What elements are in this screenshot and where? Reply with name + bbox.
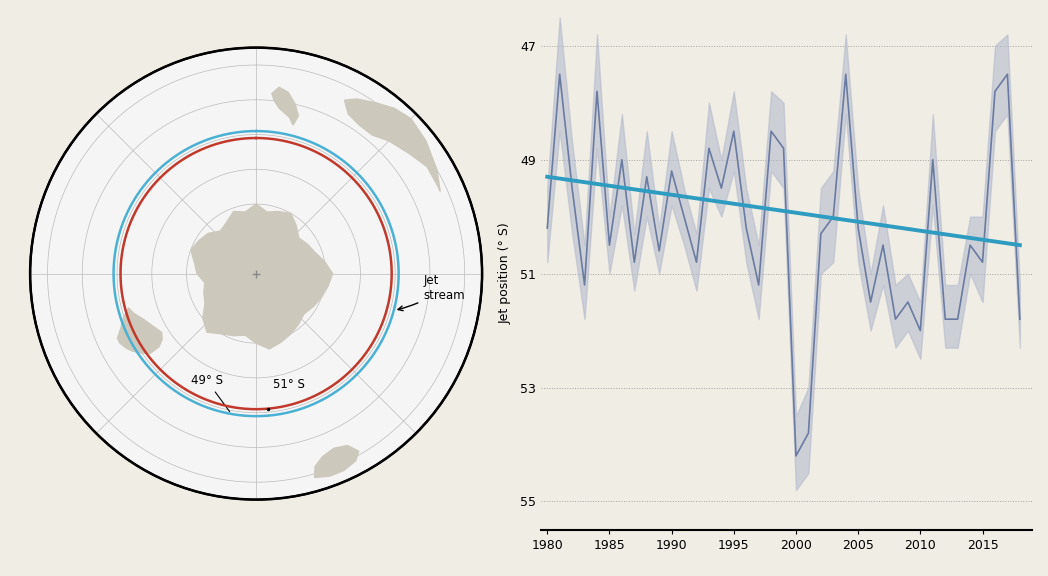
Polygon shape — [271, 88, 299, 125]
Polygon shape — [345, 99, 440, 192]
Polygon shape — [117, 308, 162, 353]
Text: 49° S: 49° S — [191, 374, 230, 412]
Text: Jet
stream: Jet stream — [398, 274, 465, 310]
Text: 51° S: 51° S — [272, 378, 305, 392]
Circle shape — [30, 48, 482, 499]
Polygon shape — [191, 204, 332, 349]
Polygon shape — [314, 445, 358, 478]
Y-axis label: Jet position (° S): Jet position (° S) — [499, 223, 511, 324]
